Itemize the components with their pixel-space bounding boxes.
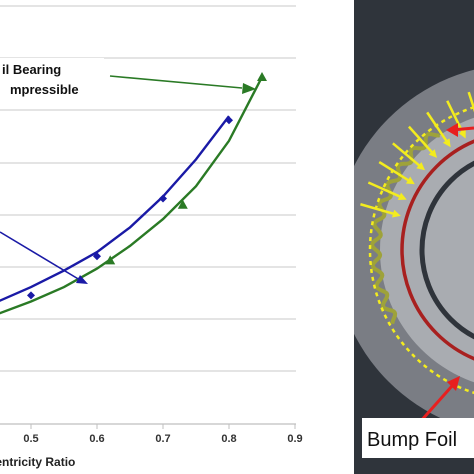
pressure-arrow (407, 125, 436, 156)
annotation-arrowhead-green (242, 83, 256, 94)
pressure-arrow (426, 111, 450, 145)
rotor-inner-gap (419, 160, 474, 340)
data-point-diamond (225, 116, 233, 125)
annotation-arrow-green (109, 75, 243, 89)
x-tick-label: 0.8 (221, 433, 236, 445)
bump-foil-label: Bump Foil (367, 429, 457, 451)
data-point-diamond (27, 291, 35, 300)
series-curve (0, 115, 230, 302)
x-tick-marks (30, 424, 296, 429)
annotation-text: il Bearing (2, 62, 61, 77)
annotation-arrowhead-blue (76, 275, 88, 284)
pressure-arrow (378, 160, 413, 184)
x-tick-label: 0.9 (287, 433, 302, 445)
pressure-arrowhead (397, 192, 407, 200)
bump-foil-pointer-arrow (418, 385, 454, 423)
x-tick-label: 0.7 (155, 433, 170, 445)
data-point-triangle (257, 71, 267, 81)
data-point-triangle (177, 199, 188, 209)
data-point-triangle (105, 255, 116, 265)
pressure-arrowhead (392, 209, 401, 218)
bump-foil-wave (370, 131, 440, 324)
data-point-diamond (159, 194, 167, 203)
series-markers (27, 71, 267, 300)
data-point-diamond (93, 252, 101, 261)
pressure-arrow (367, 181, 404, 200)
series-curve (0, 76, 264, 315)
x-tick-label: 0.5 (23, 433, 38, 445)
bump-foil-pointer-arrowhead (447, 376, 460, 391)
x-tick-label: 0.6 (89, 433, 104, 445)
rotor-pointer-arrowhead (446, 123, 458, 137)
annotation-arrow-blue (0, 231, 81, 281)
pressure-arrowhead (428, 149, 438, 158)
pressure-arrowhead (405, 176, 415, 185)
pressure-arrowhead (416, 162, 426, 171)
series-curves (0, 76, 264, 315)
bearing-diagram: Bump Foil (354, 0, 474, 474)
bump-foil-label-box (362, 418, 474, 458)
annotation-arrows (0, 75, 256, 284)
pressure-arrow (392, 142, 423, 169)
pressure-arrow (467, 91, 474, 113)
pressure-arrowhead (442, 138, 451, 148)
pressure-arrows (360, 91, 474, 218)
pressure-arrow (360, 203, 398, 216)
annotation-box (0, 58, 104, 100)
x-tick-labels: 0.5 0.6 0.7 0.8 0.9 (23, 433, 302, 445)
x-axis-title: Eccentricity Ratio (0, 455, 75, 469)
annotation-text: mpressible (10, 82, 79, 97)
chart: 0.5 0.6 0.7 0.8 0.9 Eccentricity Ratio i… (0, 5, 303, 469)
rotor-outline (400, 139, 474, 361)
pressure-arrowhead (458, 129, 466, 139)
